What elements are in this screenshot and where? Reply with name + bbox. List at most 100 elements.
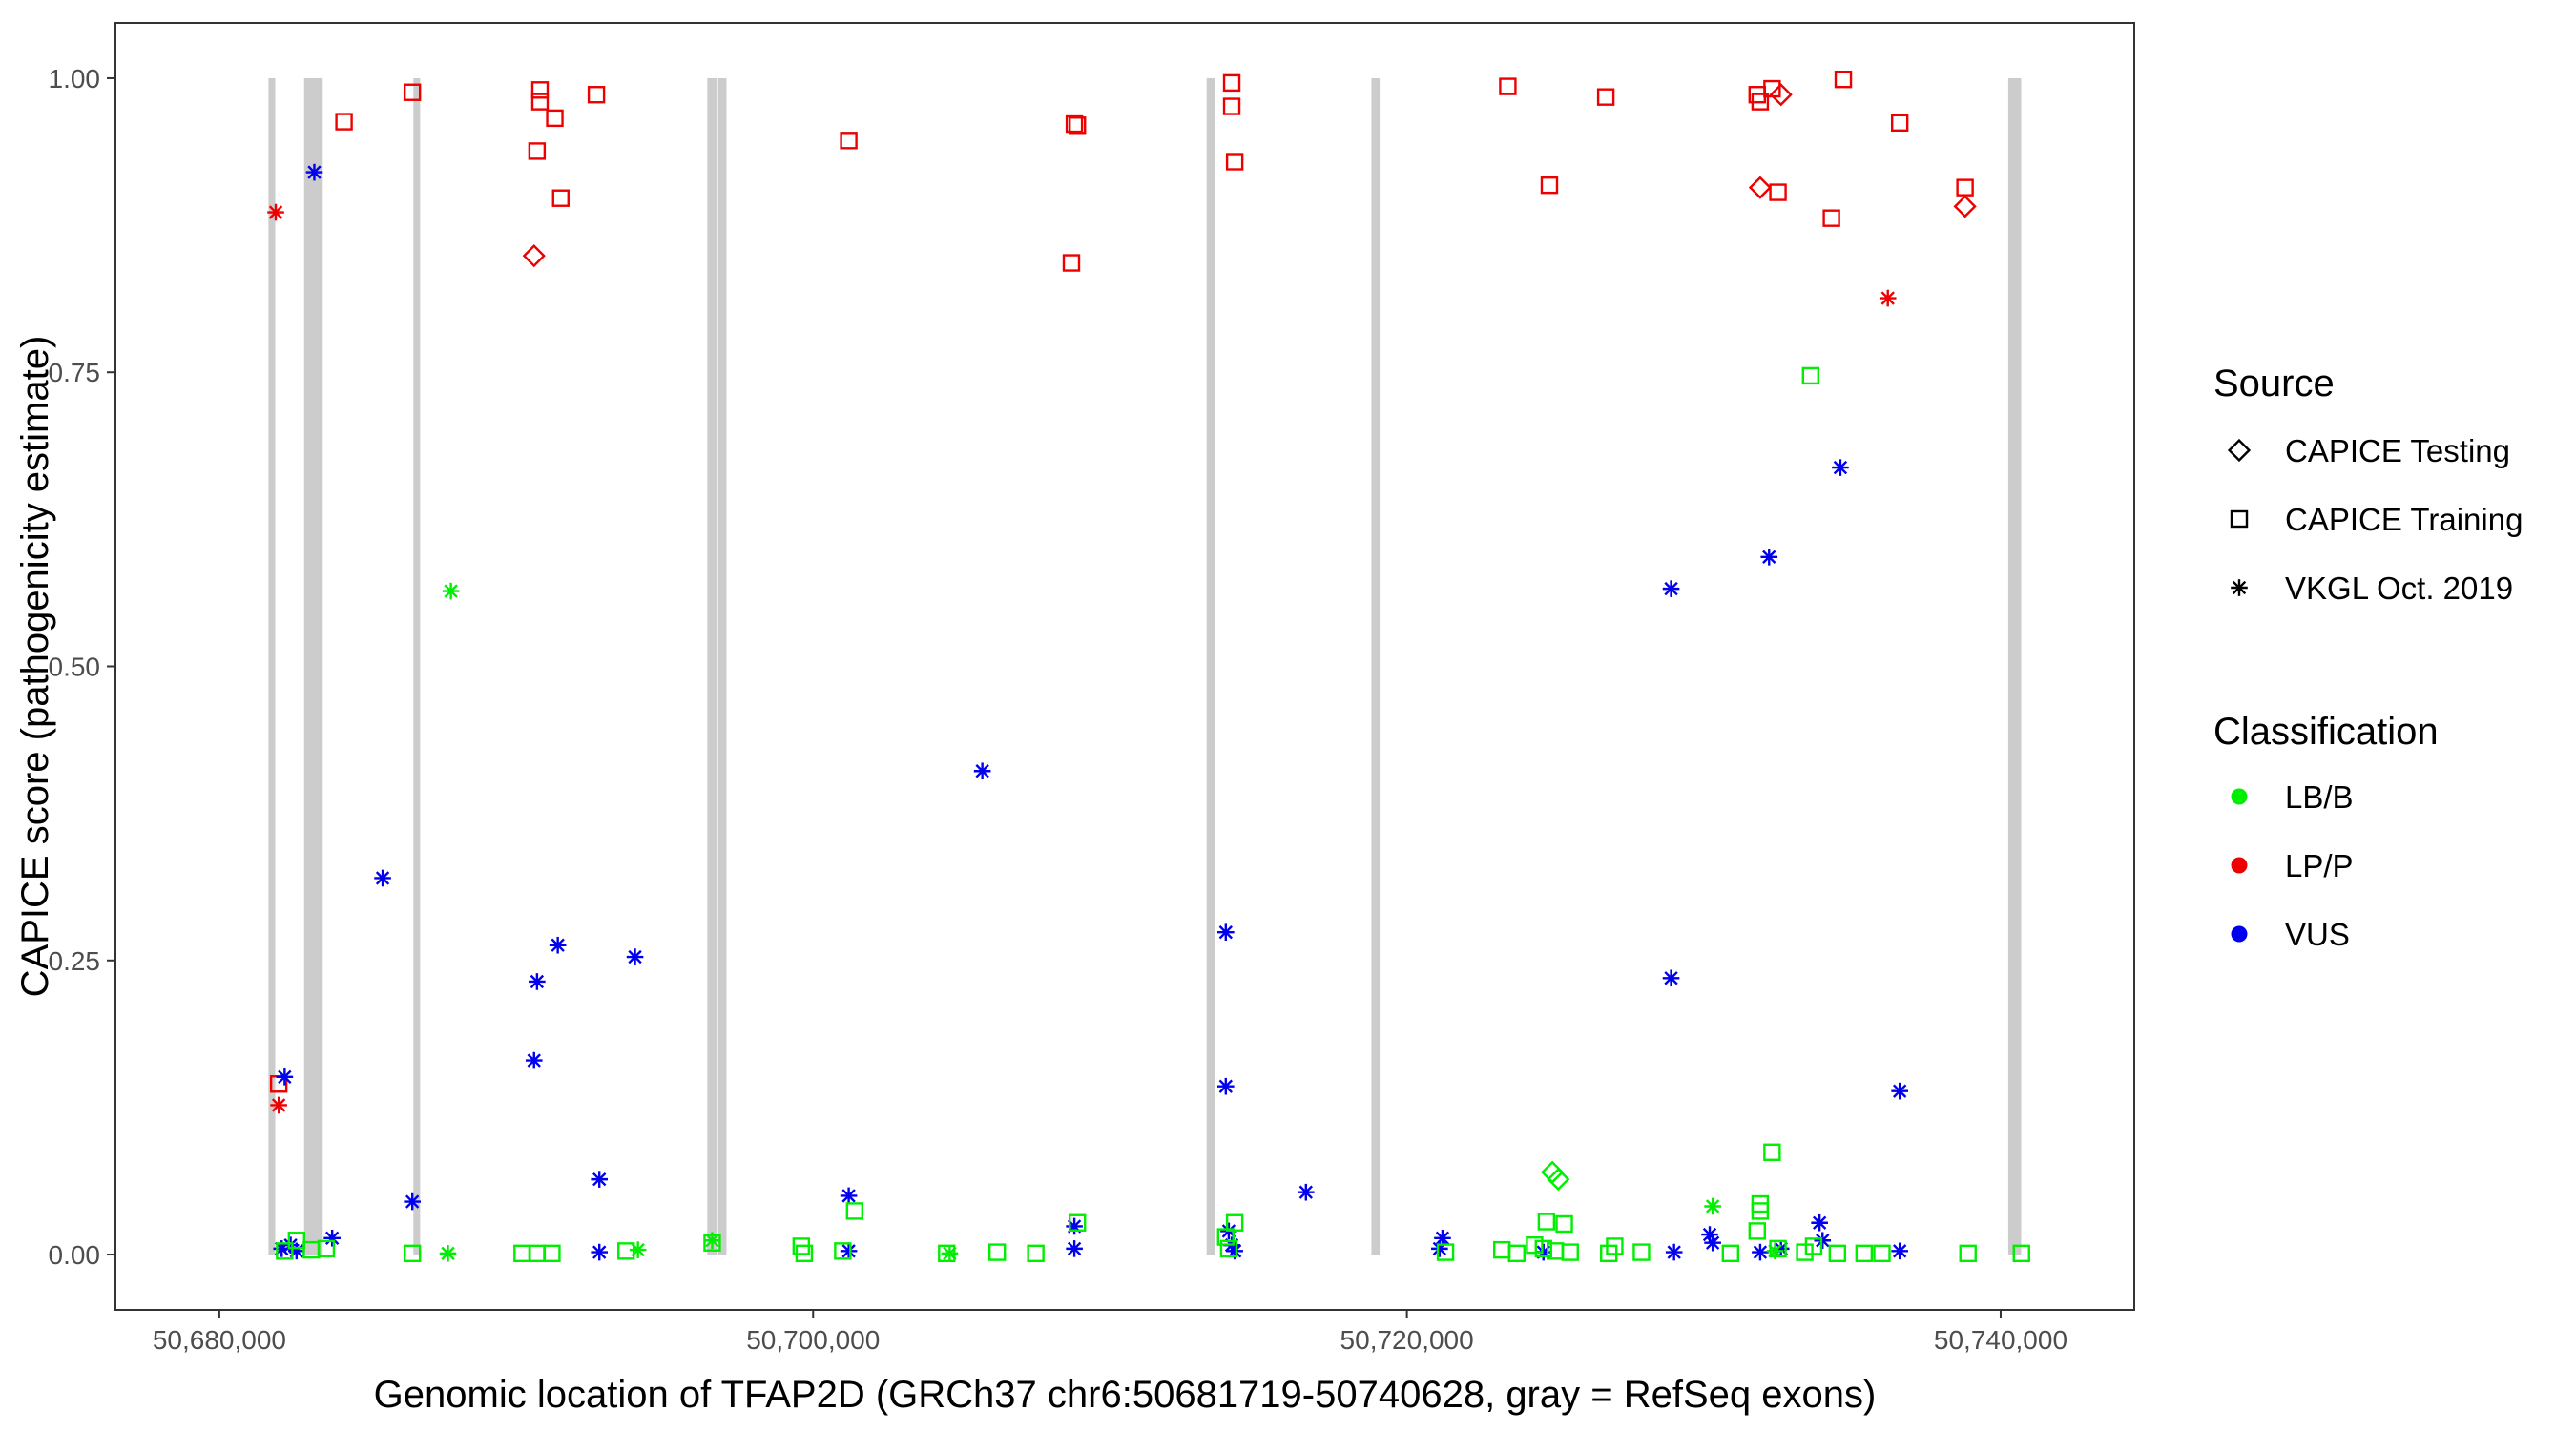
- point-3-34: [1752, 1243, 1769, 1261]
- point-6-32: [1534, 1239, 1552, 1258]
- point-6-22: [1069, 1213, 1087, 1232]
- exon-band-6: [1371, 77, 1381, 1255]
- point-3-6: [288, 1242, 305, 1260]
- point-0-17: [1596, 88, 1615, 106]
- point-3-13: [591, 1243, 609, 1261]
- point-4-1: [439, 1245, 457, 1262]
- point-6-29: [1526, 1235, 1544, 1255]
- exon-band-0: [268, 77, 276, 1255]
- exon-band-3: [707, 77, 718, 1255]
- point-6-1: [1763, 1143, 1781, 1161]
- legend-class-label-2: VUS: [2285, 917, 2350, 952]
- x-tick-label-2: 50,720,000: [1340, 1325, 1474, 1355]
- point-1-3: [1953, 195, 1977, 218]
- point-6-45: [1959, 1244, 1977, 1263]
- point-3-1: [276, 1068, 294, 1086]
- legend-class-key-0: [2231, 788, 2248, 805]
- point-6-3: [1751, 1202, 1770, 1220]
- point-0-12: [1222, 73, 1241, 93]
- legend-classification-title: Classification: [2213, 711, 2439, 753]
- point-6-24: [1219, 1239, 1238, 1258]
- point-0-0: [335, 113, 353, 131]
- y-tick-label-4: 1.00: [49, 64, 101, 93]
- point-3-36: [1811, 1213, 1828, 1232]
- point-3-19: [1217, 923, 1235, 941]
- point-3-39: [1891, 1082, 1908, 1100]
- point-6-39: [1769, 1239, 1787, 1258]
- y-tick-label-1: 0.25: [49, 946, 101, 976]
- point-6-18: [845, 1202, 864, 1220]
- point-1-0: [522, 244, 546, 268]
- x-tick-label-0: 50,680,000: [153, 1325, 286, 1355]
- point-6-38: [1721, 1244, 1740, 1263]
- y-tick-label-0: 0.00: [49, 1240, 101, 1270]
- point-0-11: [1062, 254, 1081, 272]
- point-3-18: [1066, 1240, 1083, 1257]
- data-points: [267, 70, 2030, 1263]
- point-6-26: [1436, 1243, 1455, 1261]
- point-6-40: [1796, 1243, 1814, 1261]
- legend-source-key-1: [2230, 509, 2249, 529]
- point-3-20: [1217, 1077, 1235, 1095]
- point-3-29: [1662, 969, 1680, 987]
- legend-class-key-1: [2231, 857, 2248, 874]
- point-6-13: [617, 1242, 635, 1260]
- point-0-3: [530, 93, 550, 111]
- point-3-2: [374, 869, 391, 887]
- point-0-24: [1890, 114, 1909, 133]
- point-0-16: [1540, 176, 1559, 195]
- point-6-28: [1507, 1244, 1526, 1263]
- point-6-6: [287, 1232, 306, 1250]
- point-4-5: [1704, 1197, 1721, 1215]
- point-3-26: [1431, 1240, 1448, 1257]
- point-1-2: [1748, 176, 1773, 199]
- point-3-33: [1760, 549, 1778, 566]
- point-3-24: [1298, 1183, 1315, 1201]
- legend: Source Classification CAPICE Testing CAPI…: [2213, 363, 2523, 952]
- point-3-17: [1066, 1217, 1083, 1235]
- x-tick-label-3: 50,740,000: [1934, 1325, 2067, 1355]
- point-3-16: [973, 762, 991, 780]
- point-6-4: [1748, 1222, 1767, 1240]
- point-6-36: [1606, 1237, 1624, 1255]
- point-0-21: [1769, 183, 1787, 201]
- point-6-41: [1804, 1237, 1823, 1255]
- exon-band-4: [717, 77, 727, 1255]
- legend-source-key-0: [2227, 438, 2252, 463]
- y-axis-title: CAPICE score (pathogenicity estimate): [14, 336, 56, 998]
- legend-class-key-2: [2231, 925, 2248, 943]
- legend-class-label-0: LB/B: [2285, 779, 2354, 815]
- exon-bands: [268, 77, 2022, 1255]
- point-3-8: [529, 973, 546, 990]
- point-2-0: [267, 203, 284, 221]
- point-6-21: [1027, 1244, 1045, 1263]
- point-0-13: [1222, 97, 1241, 115]
- y-tick-label-3: 0.75: [49, 358, 101, 387]
- exon-band-5: [1206, 77, 1215, 1255]
- x-axis-title: Genomic location of TFAP2D (GRCh37 chr6:…: [374, 1374, 1877, 1416]
- point-6-34: [1561, 1243, 1579, 1261]
- axes: 0.00 0.25 0.50 0.75 1.00 50,680,000 50,700,000…: [49, 64, 2068, 1355]
- point-3-11: [626, 948, 644, 965]
- exon-band-1: [303, 77, 323, 1255]
- point-3-40: [1891, 1242, 1908, 1260]
- point-0-10: [1069, 116, 1087, 135]
- point-2-1: [270, 1096, 287, 1114]
- point-3-38: [1832, 459, 1849, 476]
- point-3-32: [1704, 1234, 1721, 1252]
- point-6-9: [403, 1244, 422, 1263]
- point-0-7: [587, 86, 606, 104]
- point-2-2: [1879, 289, 1897, 307]
- point-6-0: [1801, 366, 1820, 385]
- y-tick-label-2: 0.50: [49, 653, 101, 682]
- point-0-9: [1065, 114, 1084, 134]
- point-0-8: [840, 132, 858, 150]
- point-0-15: [1499, 77, 1517, 95]
- exon-band-7: [2007, 77, 2022, 1255]
- point-3-0: [305, 163, 323, 181]
- point-0-4: [546, 109, 564, 128]
- point-5-1: [1547, 1168, 1570, 1192]
- point-3-10: [525, 1051, 543, 1069]
